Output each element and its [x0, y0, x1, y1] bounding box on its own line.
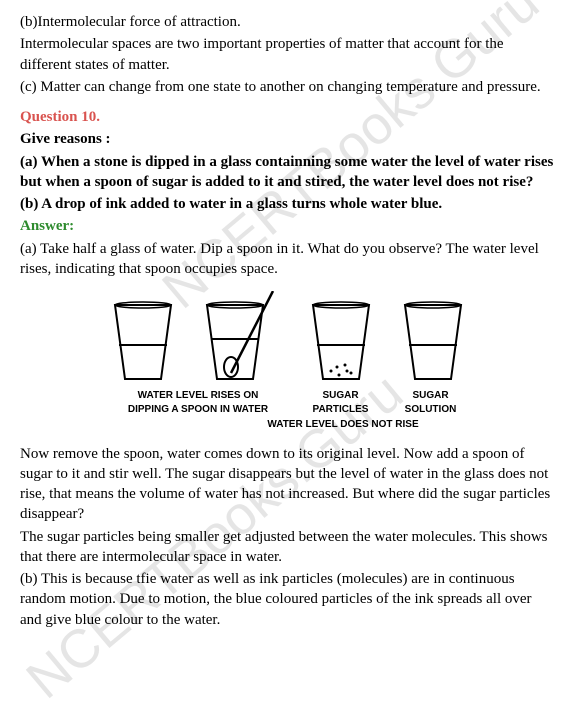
document-body: (b)Intermolecular force of attraction. I… [20, 12, 556, 630]
intro-line2: Intermolecular spaces are two important … [20, 34, 556, 75]
question-b: (b) A drop of ink added to water in a gl… [20, 194, 556, 214]
label-left-1: WATER LEVEL RISES ON [106, 389, 291, 403]
label-mid-2: PARTICLES [301, 403, 381, 417]
cup-1-svg [111, 301, 175, 383]
question-number: Question 10. [20, 107, 556, 127]
answer-b1: (b) This is because tfie water as well a… [20, 569, 556, 630]
cup-2-svg [203, 291, 281, 383]
cup-1 [111, 301, 175, 383]
label-right-1: SUGAR [391, 389, 471, 403]
label-left: WATER LEVEL RISES ON DIPPING A SPOON IN … [106, 389, 291, 416]
label-bottom: WATER LEVEL DOES NOT RISE [130, 418, 556, 432]
answer-p3: The sugar particles being smaller get ad… [20, 527, 556, 568]
label-mid: SUGAR PARTICLES [301, 389, 381, 416]
label-right-2: SOLUTION [391, 403, 471, 417]
cup-3-svg [309, 301, 373, 383]
give-reasons: Give reasons : [20, 129, 556, 149]
answer-p2: Now remove the spoon, water comes down t… [20, 444, 556, 525]
cup-2 [203, 291, 281, 383]
cup-3 [309, 301, 373, 383]
cup-4-svg [401, 301, 465, 383]
intro-c: (c) Matter can change from one state to … [20, 77, 556, 97]
labels-row: WATER LEVEL RISES ON DIPPING A SPOON IN … [20, 389, 556, 416]
diagram: WATER LEVEL RISES ON DIPPING A SPOON IN … [20, 291, 556, 432]
cup-4 [401, 301, 465, 383]
label-right: SUGAR SOLUTION [391, 389, 471, 416]
answer-a1: (a) Take half a glass of water. Dip a sp… [20, 239, 556, 280]
label-left-2: DIPPING A SPOON IN WATER [106, 403, 291, 417]
intro-b: (b)Intermolecular force of attraction. [20, 12, 556, 32]
cups-row [20, 291, 556, 383]
question-a: (a) When a stone is dipped in a glass co… [20, 152, 556, 193]
label-mid-1: SUGAR [301, 389, 381, 403]
answer-label: Answer: [20, 216, 556, 236]
